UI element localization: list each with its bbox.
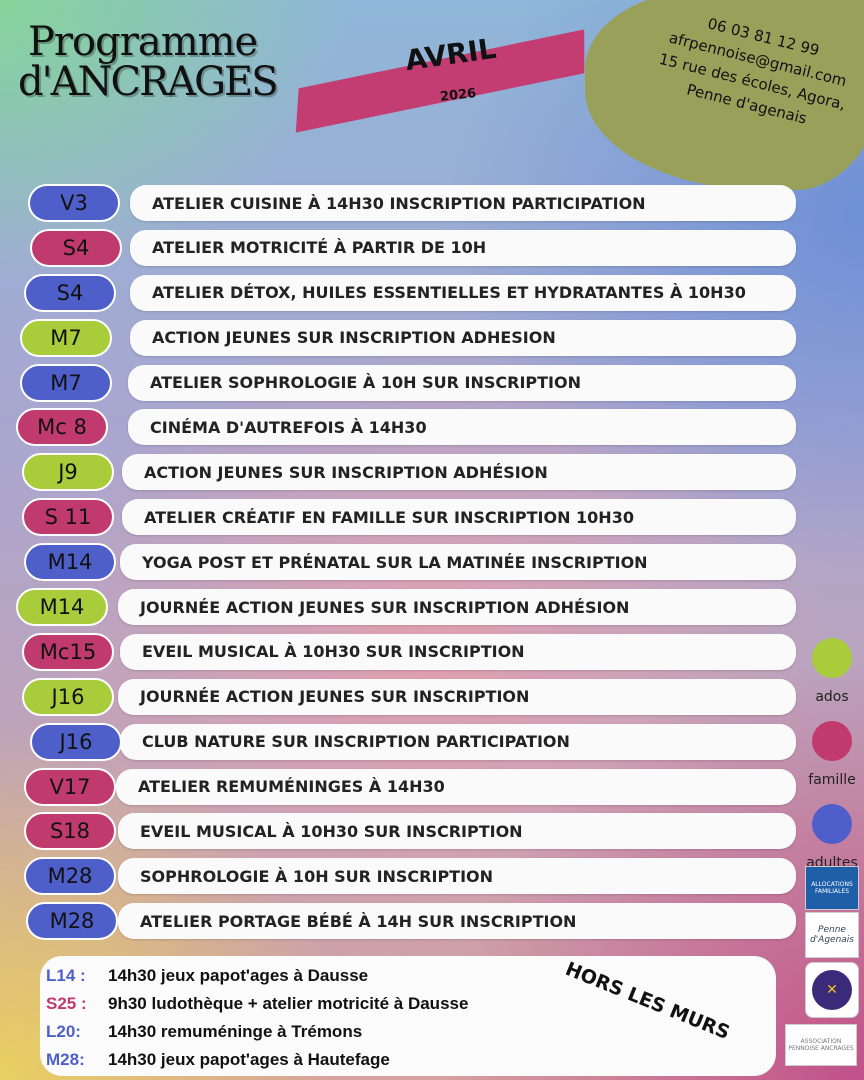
event-description: SOPHROLOGIE À 10H SUR INSCRIPTION	[118, 858, 796, 895]
hors-les-murs-item: L20: 14h30 remuméninge à Trémons	[46, 1022, 363, 1041]
event-date-badge: Mc 8	[16, 408, 108, 447]
year: 2026	[439, 86, 477, 105]
event-description: ACTION JEUNES SUR INSCRIPTION ADHÉSION	[122, 454, 796, 491]
event-date-badge: V3	[28, 184, 120, 222]
event-date-badge: J16	[22, 677, 114, 716]
logo-caf: ALLOCATIONS FAMILIALES	[805, 866, 859, 910]
legend-item-ados: ados	[800, 638, 864, 705]
event-date-badge: M7	[20, 363, 112, 402]
logo-ancrages: ASSOCIATION PENNOISE ANCRAGES	[785, 1024, 857, 1066]
event-row: J9 ACTION JEUNES SUR INSCRIPTION ADHÉSION	[0, 451, 800, 496]
event-row: M14 JOURNÉE ACTION JEUNES SUR INSCRIPTION…	[0, 586, 800, 631]
event-description: CINÉMA D'AUTREFOIS À 14H30	[128, 409, 796, 446]
event-date-badge: V17	[24, 767, 116, 806]
event-description: EVEIL MUSICAL À 10H30 SUR INSCRIPTION	[118, 813, 796, 850]
event-description: ACTION JEUNES SUR INSCRIPTION ADHESION	[130, 319, 796, 356]
event-date-badge: M14	[16, 588, 108, 627]
hors-les-murs-item: S25 :9h30 ludothèque + atelier motricité…	[46, 994, 469, 1013]
event-row: J16 JOURNÉE ACTION JEUNES SUR INSCRIPTION	[0, 676, 800, 721]
event-row: S 11 ATELIER CRÉATIF EN FAMILLE SUR INSCR…	[0, 496, 800, 541]
event-description: ATELIER CRÉATIF EN FAMILLE SUR INSCRIPTI…	[122, 499, 796, 536]
event-date-badge: S4	[24, 273, 116, 312]
event-list: V3 ATELIER CUISINE À 14H30 INSCRIPTION PA…	[0, 182, 800, 945]
event-date-badge: M28	[24, 857, 116, 896]
event-description: JOURNÉE ACTION JEUNES SUR INSCRIPTION	[118, 678, 796, 715]
event-date-badge: M14	[24, 543, 116, 582]
event-description: ATELIER REMUMÉNINGES À 14H30	[116, 768, 796, 805]
event-date-badge: S4	[30, 228, 122, 267]
event-date-badge: M7	[20, 318, 112, 357]
legend-dot	[812, 804, 852, 844]
event-row: S4 ATELIER DÉTOX, HUILES ESSENTIELLES ET …	[0, 272, 800, 317]
event-description: ATELIER DÉTOX, HUILES ESSENTIELLES ET HY…	[130, 274, 796, 311]
event-row: M28 ATELIER PORTAGE BÉBÉ À 14H SUR INSCRI…	[0, 900, 800, 945]
event-description: JOURNÉE ACTION JEUNES SUR INSCRIPTION AD…	[118, 589, 796, 626]
event-date-badge: M28	[26, 902, 118, 941]
hors-les-murs-item: M28: 14h30 jeux papot'ages à Hautefage	[46, 1050, 390, 1069]
event-row: J16 CLUB NATURE SUR INSCRIPTION PARTICIPA…	[0, 721, 800, 766]
hors-les-murs-box: L14 :14h30 jeux papot'ages à Dausse S25 :…	[40, 956, 776, 1076]
event-row: V3 ATELIER CUISINE À 14H30 INSCRIPTION PA…	[0, 182, 800, 227]
event-row: V17 ATELIER REMUMÉNINGES À 14H30	[0, 766, 800, 811]
logo-penne: Penne d'Agenais	[805, 912, 859, 958]
event-description: CLUB NATURE SUR INSCRIPTION PARTICIPATIO…	[120, 723, 796, 760]
event-row: S18 EVEIL MUSICAL À 10H30 SUR INSCRIPTION	[0, 810, 800, 855]
event-row: S4 ATELIER MOTRICITÉ À PARTIR DE 10H	[0, 227, 800, 272]
event-row: M28 SOPHROLOGIE À 10H SUR INSCRIPTION	[0, 855, 800, 900]
logo-lot-et-garonne: ✕	[805, 962, 859, 1018]
event-date-badge: Mc15	[22, 632, 114, 671]
event-row: Mc15 EVEIL MUSICAL À 10H30 SUR INSCRIPTIO…	[0, 631, 800, 676]
event-description: YOGA POST ET PRÉNATAL SUR LA MATINÉE INS…	[120, 544, 796, 581]
page-title: Programme d'ANCRAGES	[18, 19, 279, 105]
event-date-badge: S18	[24, 812, 116, 851]
event-description: ATELIER CUISINE À 14H30 INSCRIPTION PART…	[130, 185, 796, 221]
event-row: M7 ACTION JEUNES SUR INSCRIPTION ADHESION	[0, 317, 800, 362]
event-date-badge: J16	[30, 722, 122, 761]
hors-les-murs-item: L14 :14h30 jeux papot'ages à Dausse	[46, 966, 369, 985]
event-description: EVEIL MUSICAL À 10H30 SUR INSCRIPTION	[120, 633, 796, 670]
event-row: M14 YOGA POST ET PRÉNATAL SUR LA MATINÉE …	[0, 541, 800, 586]
legend-item-famille: famille	[800, 721, 864, 788]
event-description: ATELIER SOPHROLOGIE À 10H SUR INSCRIPTIO…	[128, 364, 796, 401]
legend: ados famille adultes	[800, 638, 864, 887]
legend-dot	[812, 721, 852, 761]
event-description: ATELIER MOTRICITÉ À PARTIR DE 10H	[130, 229, 796, 266]
event-date-badge: J9	[22, 453, 114, 492]
event-date-badge: S 11	[22, 498, 114, 537]
legend-item-adultes: adultes	[800, 804, 864, 871]
event-row: M7 ATELIER SOPHROLOGIE À 10H SUR INSCRIPT…	[0, 362, 800, 407]
event-row: Mc 8 CINÉMA D'AUTREFOIS À 14H30	[0, 406, 800, 451]
legend-dot	[812, 638, 852, 678]
event-description: ATELIER PORTAGE BÉBÉ À 14H SUR INSCRIPTI…	[118, 903, 796, 940]
